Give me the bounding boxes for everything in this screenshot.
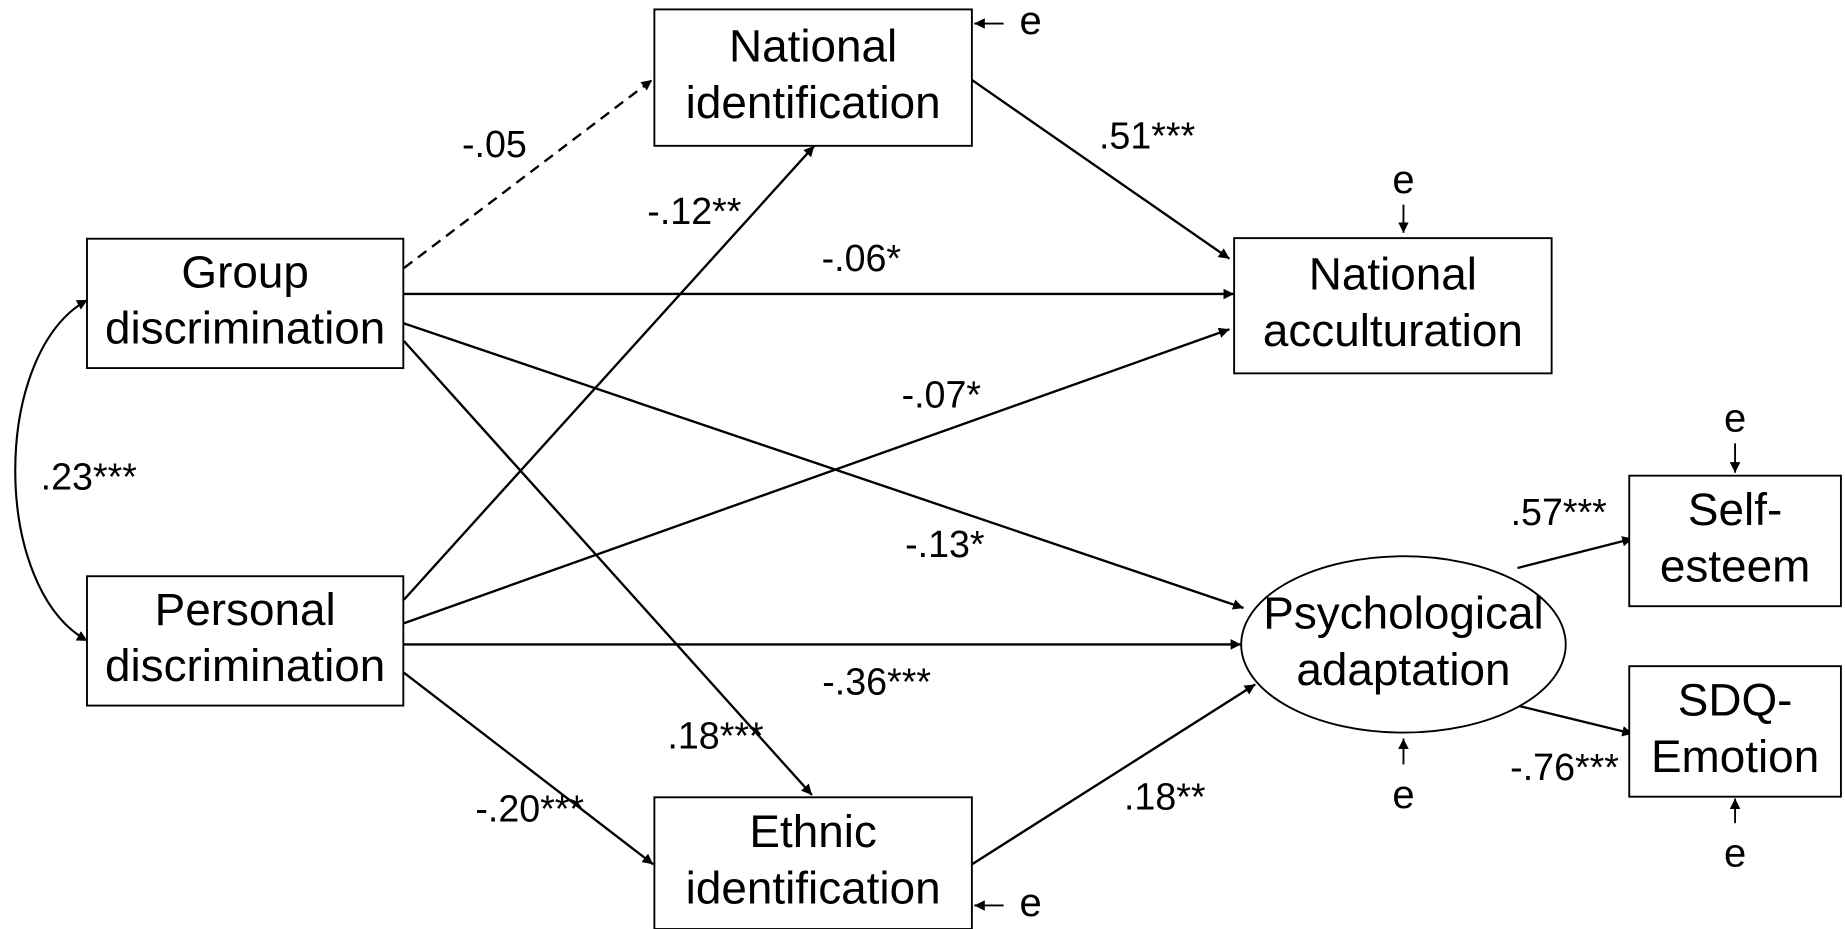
node-label: Emotion bbox=[1651, 730, 1819, 782]
variable-box bbox=[86, 575, 405, 707]
variable-box bbox=[1628, 474, 1842, 608]
node-label: National bbox=[729, 19, 897, 71]
correlation-arc bbox=[14, 298, 89, 642]
variable-box bbox=[653, 8, 973, 147]
path-coefficient: -.05 bbox=[462, 123, 527, 165]
error-label: e bbox=[1020, 0, 1042, 43]
path-arrow bbox=[403, 322, 1244, 610]
node-label: Personal bbox=[155, 583, 336, 635]
node-label: discrimination bbox=[105, 639, 385, 691]
path-coefficient: -.76*** bbox=[1510, 746, 1619, 788]
error-label: e bbox=[1724, 832, 1746, 876]
node-label: National bbox=[1309, 248, 1477, 300]
path-arrow bbox=[971, 78, 1231, 260]
variable-box bbox=[1233, 237, 1553, 375]
path-arrow bbox=[403, 340, 813, 796]
path-coefficient: .18*** bbox=[667, 714, 764, 756]
error-label: e bbox=[1724, 397, 1746, 441]
node-label: identification bbox=[686, 861, 941, 913]
latent-ellipse bbox=[1240, 555, 1567, 734]
correlation-label: .23*** bbox=[41, 456, 138, 498]
path-coefficient: .18** bbox=[1124, 776, 1206, 818]
path-coefficient: -.20*** bbox=[475, 787, 584, 829]
variable-box bbox=[1628, 665, 1842, 798]
path-coefficient: -.13* bbox=[905, 523, 985, 565]
node-label: adaptation bbox=[1296, 643, 1510, 695]
path-arrow bbox=[403, 79, 653, 270]
node-label: Self- bbox=[1688, 483, 1782, 535]
path-coefficient: -.36*** bbox=[822, 660, 931, 702]
node-label: acculturation bbox=[1263, 304, 1523, 356]
path-arrow bbox=[403, 671, 654, 866]
path-arrow bbox=[1517, 536, 1634, 570]
path-arrow bbox=[971, 683, 1256, 866]
path-coefficient: .57*** bbox=[1511, 491, 1608, 533]
error-label: e bbox=[1392, 158, 1414, 202]
node-label: SDQ- bbox=[1678, 673, 1793, 725]
error-label: e bbox=[1020, 881, 1042, 925]
node-label: identification bbox=[686, 76, 941, 128]
path-arrow bbox=[403, 145, 816, 601]
path-coefficient: -.07* bbox=[902, 373, 982, 415]
node-label: esteem bbox=[1660, 539, 1810, 591]
variable-box bbox=[653, 796, 973, 929]
path-coefficient: .51*** bbox=[1099, 115, 1196, 157]
path-arrow bbox=[403, 327, 1230, 625]
node-label: Psychological bbox=[1263, 586, 1543, 638]
path-coefficient: -.06* bbox=[822, 237, 902, 279]
node-label: Group bbox=[181, 245, 308, 297]
error-label: e bbox=[1392, 773, 1414, 817]
path-arrow bbox=[1517, 704, 1634, 737]
path-coefficient: -.12** bbox=[647, 190, 741, 232]
variable-box bbox=[86, 237, 405, 370]
node-label: Ethnic bbox=[749, 805, 876, 857]
node-label: discrimination bbox=[105, 302, 385, 354]
